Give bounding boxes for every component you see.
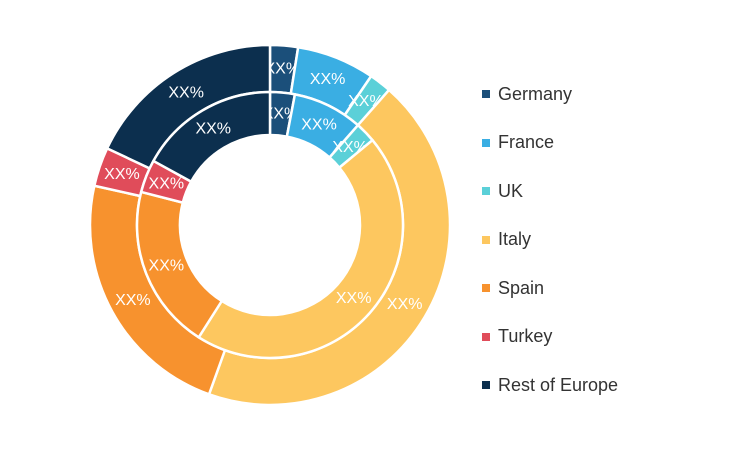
legend-label-france: France <box>498 132 555 153</box>
legend-item-italy: Italy <box>482 216 618 265</box>
legend-label-germany: Germany <box>498 83 573 104</box>
outer-data-label-france: XX% <box>310 71 346 88</box>
legend-item-rest-of-europe: Rest of Europe <box>482 361 618 410</box>
outer-data-label-rest-of-europe: XX% <box>168 84 204 101</box>
inner-data-label-turkey: XX% <box>149 175 185 192</box>
outer-data-label-spain: XX% <box>115 292 151 309</box>
inner-data-label-rest-of-europe: XX% <box>195 121 231 138</box>
legend-item-turkey: Turkey <box>482 313 618 362</box>
inner-data-label-italy: XX% <box>336 290 372 307</box>
legend-label-rest-of-europe: Rest of Europe <box>498 374 619 395</box>
legend-item-germany: Germany <box>482 70 618 119</box>
legend-item-uk: UK <box>482 167 618 216</box>
legend-swatch-uk <box>482 187 490 196</box>
inner-slice-italy <box>197 138 405 360</box>
legend-label-italy: Italy <box>498 229 532 250</box>
legend-item-spain: Spain <box>482 264 618 313</box>
outer-data-label-turkey: XX% <box>104 166 140 183</box>
outer-data-label-italy: XX% <box>387 296 423 313</box>
legend-swatch-turkey <box>482 332 490 341</box>
legend-label-turkey: Turkey <box>498 326 553 347</box>
legend-label-uk: UK <box>498 180 524 201</box>
inner-data-label-spain: XX% <box>149 258 185 275</box>
legend-swatch-spain <box>482 284 490 293</box>
legend-swatch-france <box>482 138 490 147</box>
chart-legend: Germany France UK Italy Spain Turkey Res… <box>482 70 618 410</box>
inner-slice-rest-of-europe <box>152 90 272 183</box>
legend-swatch-rest-of-europe <box>482 381 490 390</box>
legend-swatch-italy <box>482 235 490 244</box>
legend-item-france: France <box>482 119 618 168</box>
donut-chart: XX%XX%XX%XX%XX%XX%XX%XX%XX%XX%XX%XX%XX%X… <box>88 43 452 407</box>
inner-data-label-france: XX% <box>301 116 337 133</box>
outer-data-label-germany: XX% <box>264 60 300 77</box>
legend-swatch-germany <box>482 90 490 99</box>
legend-label-spain: Spain <box>498 277 545 298</box>
